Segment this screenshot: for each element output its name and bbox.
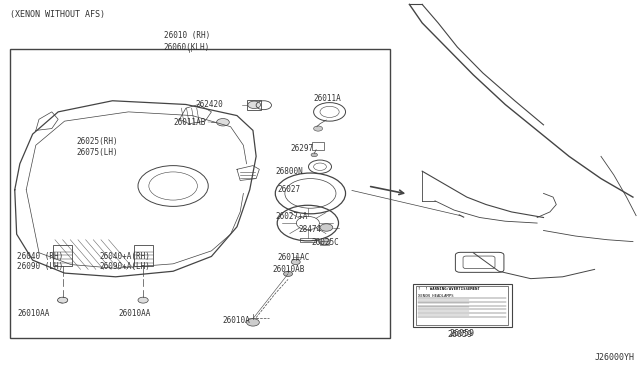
Text: 26025C: 26025C (312, 238, 339, 247)
Bar (417, 286, 508, 325)
Text: 26025(RH): 26025(RH) (76, 137, 118, 146)
Text: 26027: 26027 (277, 185, 300, 194)
Text: 26040+A(RH): 26040+A(RH) (100, 252, 150, 261)
Bar (320, 241, 329, 244)
Bar (312, 141, 324, 150)
Circle shape (319, 238, 330, 245)
Circle shape (314, 126, 323, 131)
Circle shape (138, 297, 148, 303)
Text: 26011AB: 26011AB (173, 119, 205, 128)
Text: 26075(LH): 26075(LH) (76, 148, 118, 157)
Text: 26060(KLH): 26060(KLH) (164, 42, 210, 51)
Text: 26011AC: 26011AC (277, 253, 310, 262)
Bar (247, 100, 261, 110)
Text: 26027+A: 26027+A (275, 212, 308, 221)
Polygon shape (179, 105, 211, 124)
Circle shape (284, 271, 292, 276)
Text: 28474: 28474 (298, 225, 321, 234)
Text: 262420: 262420 (195, 100, 223, 109)
Bar (300, 238, 316, 242)
Circle shape (291, 259, 300, 264)
Circle shape (320, 224, 333, 231)
Text: 26297: 26297 (290, 144, 313, 153)
Circle shape (248, 101, 260, 109)
Text: 26059: 26059 (449, 329, 475, 338)
Text: 26011A: 26011A (314, 94, 341, 103)
Circle shape (311, 153, 317, 157)
Circle shape (58, 297, 68, 303)
Bar (134, 245, 153, 266)
Text: 26040 (RH): 26040 (RH) (17, 252, 63, 261)
Polygon shape (237, 166, 259, 180)
Text: 26010AA: 26010AA (17, 310, 50, 318)
Text: (XENON WITHOUT AFS): (XENON WITHOUT AFS) (10, 10, 105, 19)
Text: 26010 (RH): 26010 (RH) (164, 31, 210, 41)
Circle shape (246, 319, 259, 326)
Circle shape (216, 119, 229, 126)
Text: J26000YH: J26000YH (595, 353, 635, 362)
Text: 26010AA: 26010AA (119, 310, 151, 318)
Text: 26059: 26059 (448, 330, 473, 339)
Polygon shape (36, 112, 58, 131)
Text: XENON HEADLAMPS: XENON HEADLAMPS (418, 294, 453, 298)
Bar (53, 245, 72, 266)
Bar (10, 49, 390, 338)
Text: 26090+A(LH): 26090+A(LH) (100, 262, 150, 271)
Bar (413, 284, 511, 327)
Text: 26010AB: 26010AB (273, 265, 305, 274)
Text: 26010A: 26010A (222, 316, 250, 325)
Text: 26800N: 26800N (275, 167, 303, 176)
Text: !  ! WARNING/AVERTISSEMENT: ! ! WARNING/AVERTISSEMENT (418, 287, 479, 291)
Text: 26090 (LH): 26090 (LH) (17, 262, 63, 271)
